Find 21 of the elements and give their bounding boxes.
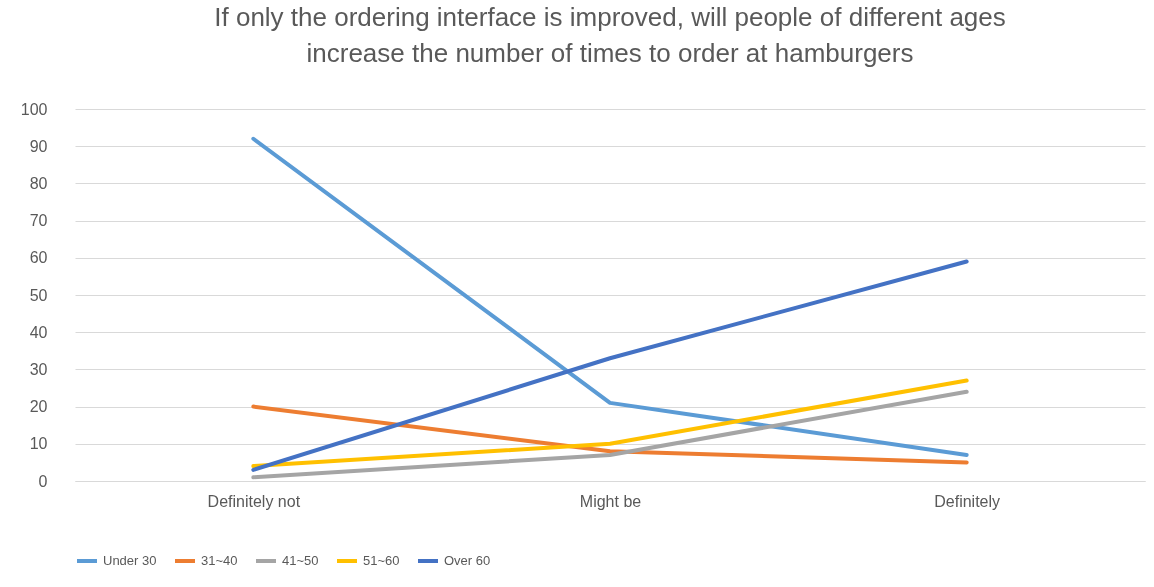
legend-label: 51~60 [363, 553, 400, 568]
y-tick-label: 10 [29, 435, 48, 453]
x-tick-label: Definitely [934, 492, 1001, 510]
y-tick-label: 90 [29, 137, 48, 155]
y-tick-label: 50 [29, 286, 48, 304]
legend-label: 31~40 [201, 553, 238, 568]
legend-label: 41~50 [282, 553, 319, 568]
y-tick-label: 70 [29, 212, 48, 230]
legend-label: Under 30 [103, 553, 157, 568]
y-tick-label: 0 [38, 472, 48, 490]
x-tick-label: Definitely not [207, 492, 301, 510]
y-tick-label: 40 [29, 323, 48, 341]
legend-label: Over 60 [444, 553, 491, 568]
text: increase the number of times to order at hamburgers [306, 38, 914, 68]
y-tick-label: 30 [29, 360, 48, 378]
y-tick-label: 20 [29, 398, 48, 416]
x-tick-label: Might be [579, 492, 642, 510]
y-tick-label: 100 [20, 100, 48, 118]
y-tick-label: 80 [29, 174, 48, 192]
y-tick-label: 60 [29, 249, 48, 267]
text: If only the ordering interface is improved, will people of different ages [214, 2, 1006, 32]
